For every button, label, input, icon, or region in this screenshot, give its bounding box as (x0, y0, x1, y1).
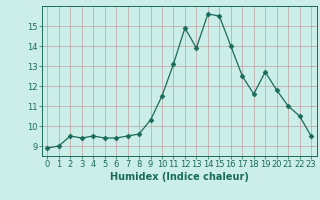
X-axis label: Humidex (Indice chaleur): Humidex (Indice chaleur) (110, 172, 249, 182)
